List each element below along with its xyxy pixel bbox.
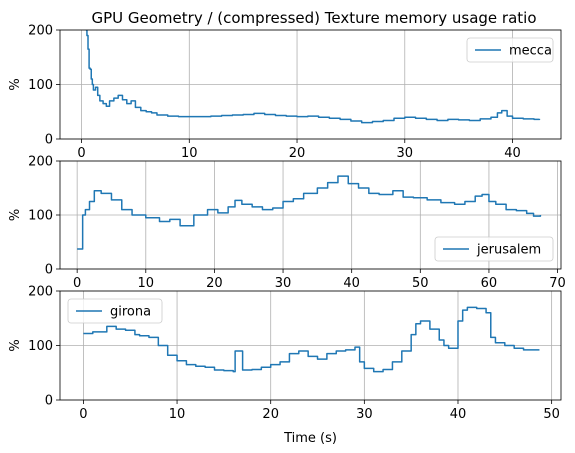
x-tick-label: 50 — [543, 407, 560, 422]
legend-box — [466, 37, 554, 63]
legend: girona — [67, 298, 163, 324]
x-tick-label: 40 — [343, 276, 360, 291]
x-tick-label: 20 — [262, 407, 279, 422]
x-tick-label: 50 — [412, 276, 429, 291]
y-tick-label: 200 — [28, 155, 53, 170]
y-tick-label: 100 — [28, 209, 53, 224]
y-axis-label: % — [8, 209, 23, 221]
y-tick-label: 100 — [28, 78, 53, 93]
y-axis-label: % — [8, 339, 23, 351]
x-tick-label: 40 — [450, 407, 467, 422]
x-tick-label: 0 — [77, 146, 85, 161]
x-tick-label: 0 — [79, 407, 87, 422]
x-tick-label: 60 — [481, 276, 498, 291]
x-tick-label: 70 — [549, 276, 566, 291]
legend: jerusalem — [434, 236, 554, 262]
x-axis-label: Time (s) — [283, 431, 337, 446]
x-tick-label: 10 — [138, 276, 155, 291]
x-tick-label: 30 — [397, 146, 414, 161]
legend-box — [434, 236, 554, 262]
x-tick-label: 10 — [169, 407, 186, 422]
y-axis-label: % — [8, 78, 23, 90]
y-tick-label: 200 — [28, 24, 53, 39]
x-tick-label: 20 — [206, 276, 223, 291]
y-tick-label: 0 — [45, 263, 53, 278]
series-line-mecca — [85, 30, 541, 124]
chart-title: GPU Geometry / (compressed) Texture memo… — [91, 9, 536, 27]
x-tick-label: 30 — [356, 407, 373, 422]
x-tick-label: 30 — [275, 276, 292, 291]
subplot-3: 0 10 20 30 40 50 0 100 200% Time (s) girona — [8, 285, 562, 446]
subplot-1: 0 10 20 30 40 0 100 200% mecca — [8, 24, 562, 161]
legend-box — [67, 298, 163, 324]
legend-label: mecca — [509, 44, 552, 59]
series-line-girona — [83, 306, 540, 373]
series-line-jerusalem — [77, 175, 542, 250]
x-tick-label: 40 — [504, 146, 521, 161]
x-tick-label: 20 — [289, 146, 306, 161]
y-tick-label: 0 — [45, 394, 53, 409]
y-tick-label: 0 — [45, 133, 53, 148]
y-tick-label: 100 — [28, 339, 53, 354]
subplot-2: 0 10 20 30 40 50 60 70 0 100 200% jerusalem — [8, 155, 566, 292]
x-tick-label: 10 — [181, 146, 198, 161]
x-tick-label: 0 — [73, 276, 81, 291]
y-tick-label: 200 — [28, 285, 53, 300]
legend-label: jerusalem — [476, 243, 541, 258]
legend: mecca — [466, 37, 554, 63]
legend-label: girona — [110, 305, 151, 320]
